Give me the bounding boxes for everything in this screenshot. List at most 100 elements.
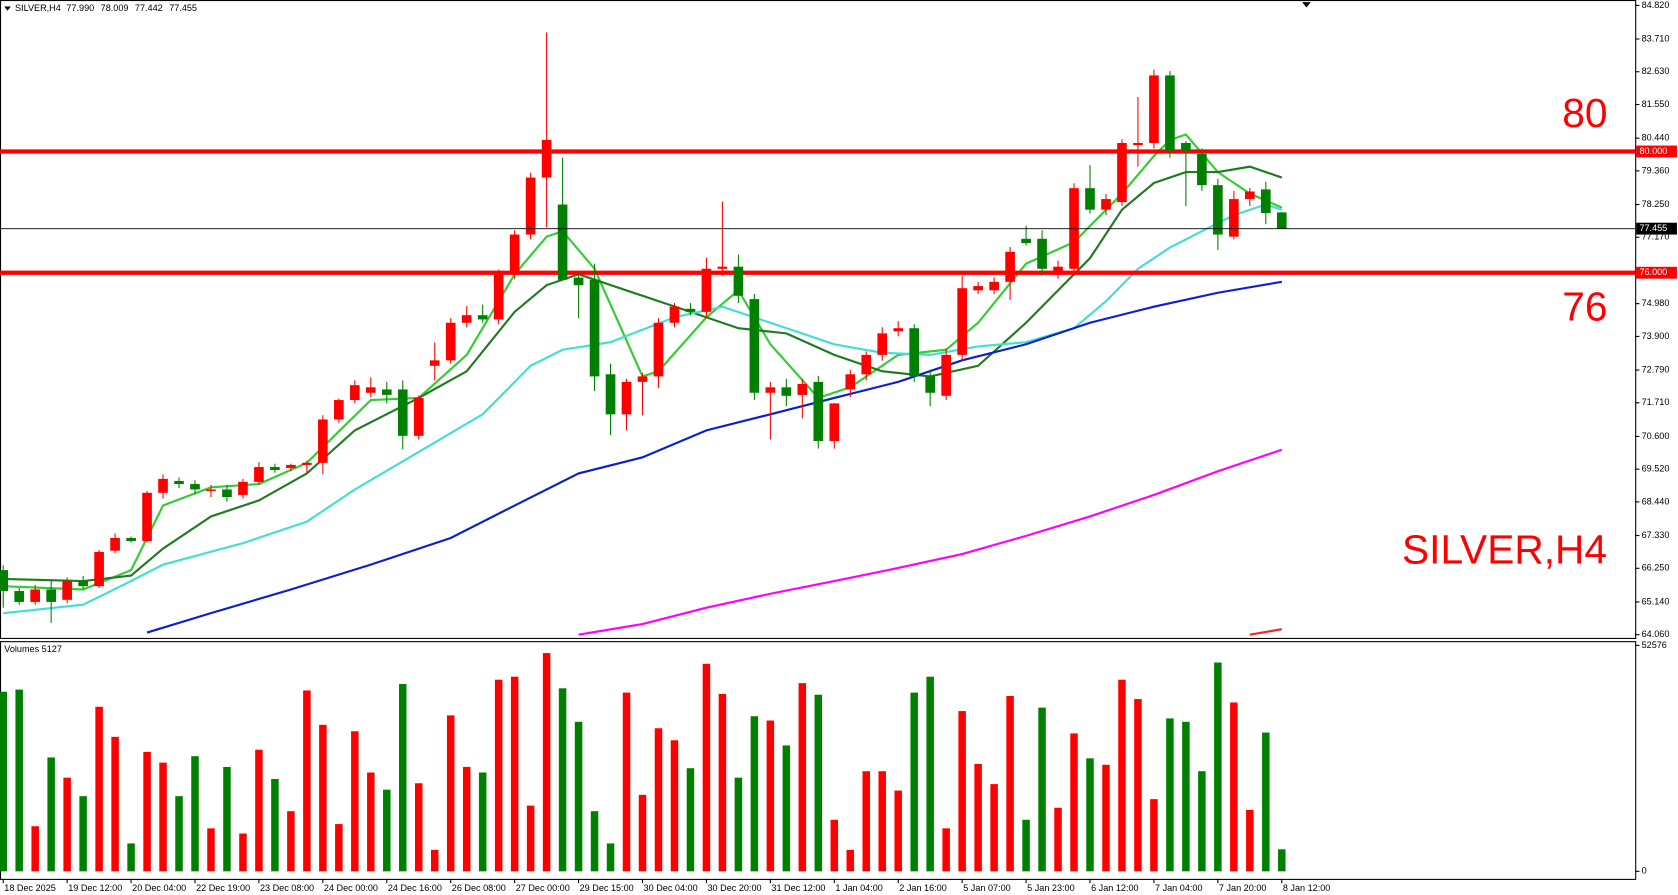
candle-body	[877, 333, 888, 355]
candle-body	[1260, 189, 1271, 214]
volume-bar	[718, 693, 727, 872]
candle-body	[461, 315, 472, 323]
candle-body	[0, 570, 9, 592]
x-tick-label: 5 Jan 07:00	[963, 883, 1011, 893]
candle-body	[541, 139, 552, 178]
candle-body	[350, 385, 360, 401]
volume-bar	[159, 762, 167, 872]
volume-bar	[510, 676, 519, 872]
candle-body	[1101, 199, 1111, 210]
candle-body	[1165, 75, 1175, 151]
candle-body	[621, 381, 632, 415]
volume-bar	[1006, 696, 1014, 872]
volume-bar	[526, 805, 535, 872]
volume-bar	[926, 676, 934, 872]
volume-bar	[798, 683, 807, 872]
candle-body	[989, 281, 999, 291]
volume-bar	[478, 772, 487, 872]
candle-body	[589, 279, 600, 377]
x-tick-label: 27 Dec 00:00	[516, 883, 570, 893]
level-tag	[1636, 145, 1677, 158]
volume-bar	[303, 690, 311, 872]
candle-body	[62, 581, 72, 600]
candle-body	[829, 403, 840, 441]
volume-bar	[862, 771, 871, 872]
x-tick-label: 18 Dec 2025	[4, 883, 56, 893]
x-tick-label: 19 Dec 12:00	[68, 883, 122, 893]
candle-body	[302, 462, 312, 465]
main-frame	[0, 0, 1637, 639]
moving-average	[1249, 628, 1282, 636]
x-tick-label: 1 Jan 04:00	[835, 883, 883, 893]
candle-body	[1149, 75, 1159, 143]
x-tick-label: 7 Jan 20:00	[1219, 883, 1267, 893]
candle-body	[1197, 153, 1207, 186]
y-tick-label: 79.360	[1642, 165, 1670, 175]
y-tick-label: 83.710	[1642, 33, 1670, 43]
volume-bar	[1214, 662, 1222, 872]
candle-body	[190, 484, 200, 490]
y-tick-label: 70.600	[1642, 431, 1670, 441]
candle-body	[557, 204, 568, 280]
x-tick-label: 6 Jan 12:00	[1091, 883, 1139, 893]
volume-bar	[1022, 819, 1030, 872]
candle-body	[813, 381, 824, 441]
volume-bar	[1118, 679, 1126, 872]
x-tick-label: 20 Dec 04:00	[132, 883, 186, 893]
y-tick-label: 72.790	[1642, 364, 1670, 374]
y-tick-label: 65.140	[1642, 596, 1670, 606]
volume-bar	[910, 692, 918, 872]
volume-y-tick-label: 52576	[1642, 640, 1667, 650]
moving-average	[578, 448, 1283, 636]
volume-bar	[558, 688, 567, 872]
volume-bar	[319, 724, 327, 872]
volume-bar	[654, 728, 663, 872]
volume-bar	[1166, 718, 1174, 872]
level-annotation: 76	[1562, 284, 1607, 330]
candle-body	[717, 266, 728, 269]
candle-body	[46, 589, 56, 602]
y-tick-label: 82.630	[1642, 66, 1670, 76]
candle-body	[573, 277, 584, 286]
volume-bar	[702, 663, 711, 872]
volume-y-tick-label: 0	[1642, 866, 1647, 876]
candle-body	[286, 464, 296, 468]
volume-bar	[63, 777, 71, 872]
volume-bar	[415, 783, 423, 872]
y-tick-label: 68.440	[1642, 496, 1670, 506]
x-tick-label: 30 Dec 04:00	[644, 883, 698, 893]
candle-body	[413, 397, 424, 436]
candle-body	[781, 387, 792, 396]
volume-bar	[47, 757, 55, 872]
volume-bar	[446, 715, 455, 872]
candle-body	[749, 299, 760, 393]
y-tick-label: 69.520	[1642, 464, 1670, 474]
menu-arrow[interactable]	[4, 6, 11, 11]
candle-body	[893, 328, 904, 332]
candle-body	[941, 354, 951, 396]
volume-bar	[1182, 721, 1190, 872]
price-tag-label: 77.455	[1639, 223, 1667, 233]
y-tick-label: 84.820	[1642, 0, 1670, 10]
candle-body	[1276, 212, 1287, 229]
candle-body	[637, 376, 648, 382]
header-ohlc: 77.442	[135, 3, 163, 13]
candle-body	[1213, 185, 1223, 235]
x-tick-label: 23 Dec 08:00	[260, 883, 314, 893]
candle-body	[365, 387, 376, 393]
volume-bar	[143, 751, 151, 872]
x-tick-label: 29 Dec 15:00	[580, 883, 634, 893]
candle-body	[525, 177, 536, 235]
level-annotation: 80	[1562, 90, 1607, 136]
candle-body	[142, 492, 152, 542]
candle-body	[797, 383, 808, 395]
volume-bar	[670, 740, 679, 872]
volume-bar	[207, 828, 215, 872]
x-tick-label: 22 Dec 19:00	[196, 883, 250, 893]
x-tick-label: 7 Jan 04:00	[1155, 883, 1203, 893]
price-tag	[1636, 222, 1677, 235]
candle-body	[238, 481, 248, 495]
candle-body	[254, 467, 264, 482]
volume-bar	[239, 833, 247, 872]
